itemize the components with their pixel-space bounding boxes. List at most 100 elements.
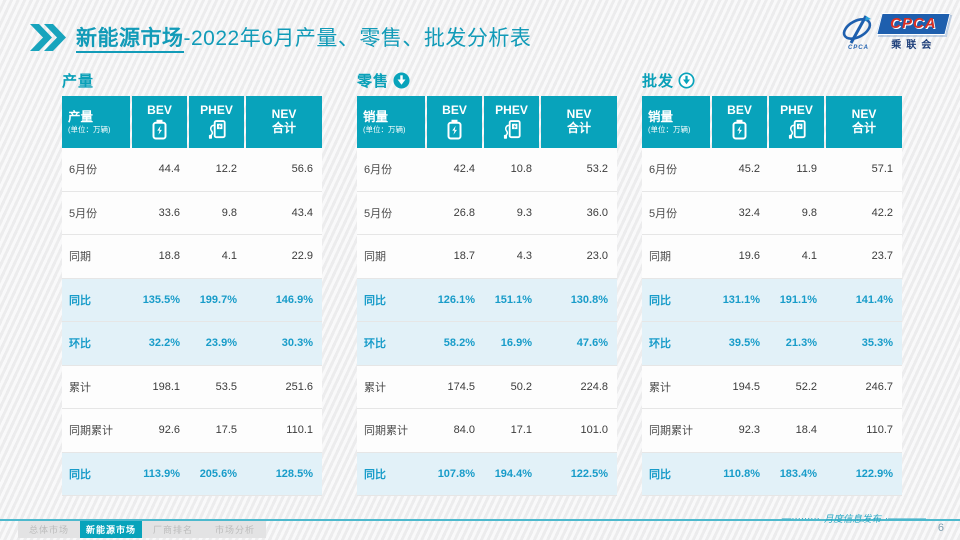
section-label: 批发 xyxy=(642,72,675,90)
page-number: 6 xyxy=(937,522,944,534)
table-row: 同期 18.8 4.1 22.9 xyxy=(62,235,322,279)
table-row: 6月份 44.4 12.2 56.6 xyxy=(62,148,322,192)
table-row: 同期累计 92.6 17.5 110.1 xyxy=(62,409,322,453)
cell-value: 39.5% xyxy=(728,337,760,350)
title-bar: 新能源市场-2022年6月产量、零售、批发分析表 xyxy=(30,22,531,53)
row-label: 累计 xyxy=(364,381,386,394)
row-label: 累计 xyxy=(69,381,91,394)
cell-value: 194.4% xyxy=(494,467,532,480)
cpca-text: CPCA xyxy=(890,15,938,32)
cell-value: 44.4 xyxy=(158,163,180,176)
cell-value: 199.7% xyxy=(199,293,237,306)
cell-value: 205.6% xyxy=(199,467,237,480)
table-row: 同期 19.6 4.1 23.7 xyxy=(642,235,902,279)
section-label: 零售 xyxy=(357,72,390,90)
cell-value: 23.7 xyxy=(871,250,893,263)
section-title-production: 产量 xyxy=(62,68,322,92)
table-header: 销量 (单位：万辆) BEV PHEV NEV 合计 xyxy=(642,96,902,148)
table-row: 累计 174.5 50.2 224.8 xyxy=(357,365,617,409)
cell-value: 53.2 xyxy=(586,163,608,176)
table-row: 环比 39.5% 21.3% 35.3% xyxy=(642,322,902,366)
cell-value: 4.1 xyxy=(801,250,817,263)
table-row: 环比 32.2% 23.9% 30.3% xyxy=(62,322,322,366)
release-deco-left: —········· xyxy=(781,512,820,524)
table-row: 同期累计 92.3 18.4 110.7 xyxy=(642,409,902,453)
cell-value: 107.8% xyxy=(437,467,475,480)
table-row: 5月份 26.8 9.3 36.0 xyxy=(357,191,617,235)
cell-value: 52.2 xyxy=(795,380,817,393)
cell-value: 43.4 xyxy=(291,206,313,219)
row-label: 6月份 xyxy=(69,164,98,177)
section-title-retail: 零售 xyxy=(357,68,617,92)
cell-value: 45.2 xyxy=(738,163,760,176)
cell-value: 174.5 xyxy=(447,380,475,393)
row-label: 5月份 xyxy=(364,207,393,220)
row-label: 同比 xyxy=(69,468,91,481)
nev-label: NEV xyxy=(271,107,297,122)
page-title: 新能源市场-2022年6月产量、零售、批发分析表 xyxy=(76,22,531,53)
unit-label: 产量 xyxy=(68,109,94,124)
cell-value: 33.6 xyxy=(158,206,180,219)
table-row: 环比 58.2% 16.9% 47.6% xyxy=(357,322,617,366)
wholesale-panel: CPCA 乘联会 批发 销量 (单位：万辆) BEV PHEV xyxy=(642,68,902,496)
row-label: 同期累计 xyxy=(649,425,693,438)
cell-value: 42.2 xyxy=(871,206,893,219)
bev-label: BEV xyxy=(442,102,467,117)
release-deco-right: ·———— xyxy=(884,512,926,524)
row-label: 环比 xyxy=(69,338,91,351)
cell-value: 9.8 xyxy=(221,206,237,219)
cpca-wordmark: CPCA 乘联会 xyxy=(876,13,951,51)
tab-market-analysis[interactable]: 市场分析 xyxy=(204,521,266,538)
cell-value: 141.4% xyxy=(855,293,893,306)
retail-panel: CPCA 乘联会 零售 销量 (单位：万辆) BEV PHEV xyxy=(357,68,617,496)
charger-icon xyxy=(788,120,806,140)
cell-value: 17.1 xyxy=(510,424,532,437)
row-label: 6月份 xyxy=(649,164,678,177)
cell-value: 251.6 xyxy=(285,380,313,393)
bottom-nav: 总体市场 新能源市场 厂商排名 市场分析 xyxy=(18,521,266,538)
row-label: 5月份 xyxy=(69,207,98,220)
cell-value: 194.5 xyxy=(732,380,760,393)
table-header: 产量 (单位：万辆) BEV PHEV NEV 合计 xyxy=(62,96,322,148)
cell-value: 110.7 xyxy=(866,424,893,437)
cell-value: 246.7 xyxy=(865,380,893,393)
cell-value: 4.3 xyxy=(516,250,532,263)
cell-value: 151.1% xyxy=(494,293,532,306)
cell-value: 135.5% xyxy=(142,293,180,306)
col-header-bev: BEV xyxy=(132,96,187,148)
cpca-bar: CPCA xyxy=(876,13,951,35)
col-header-bev: BEV xyxy=(427,96,482,148)
nev-label2: 合计 xyxy=(566,121,591,135)
nev-label: NEV xyxy=(851,107,877,122)
cell-value: 42.4 xyxy=(453,163,475,176)
cell-value: 21.3% xyxy=(785,337,817,350)
row-label: 环比 xyxy=(649,338,671,351)
cell-value: 16.9% xyxy=(500,337,532,350)
unit-header-cell: 销量 (单位：万辆) xyxy=(357,96,425,148)
cell-value: 23.0 xyxy=(586,250,608,263)
cell-value: 9.3 xyxy=(516,206,532,219)
release-note: —········· 月度信息发布 ·———— xyxy=(781,511,926,526)
row-label: 同比 xyxy=(69,294,91,307)
cell-value: 113.9% xyxy=(143,467,180,480)
tab-oem-ranking[interactable]: 厂商排名 xyxy=(142,521,204,538)
cell-value: 47.6% xyxy=(576,337,608,350)
cell-value: 18.8 xyxy=(158,250,180,263)
row-label: 同比 xyxy=(649,468,671,481)
unit-sub: (单位：万辆) xyxy=(363,124,406,134)
row-label: 同期 xyxy=(69,251,91,264)
cell-value: 130.8% xyxy=(570,293,608,306)
cell-value: 4.1 xyxy=(221,250,237,263)
table-row: 同比 110.8% 183.4% 122.9% xyxy=(642,452,902,496)
section-label: 产量 xyxy=(62,72,95,90)
tab-nev-market[interactable]: 新能源市场 xyxy=(80,521,142,538)
table-body: 6月份 42.4 10.8 53.2 5月份 26.8 9.3 36.0 同期 18.7 4.3 23… xyxy=(357,148,617,496)
table-row: 同比 131.1% 191.1% 141.4% xyxy=(642,278,902,322)
table-row: 累计 198.1 53.5 251.6 xyxy=(62,365,322,409)
col-header-nev: NEV 合计 xyxy=(541,96,617,148)
tab-overall-market[interactable]: 总体市场 xyxy=(18,521,80,538)
table-row: 6月份 42.4 10.8 53.2 xyxy=(357,148,617,192)
cell-value: 183.4% xyxy=(779,467,817,480)
col-header-bev: BEV xyxy=(712,96,767,148)
production-panel: CPCA 乘联会 产量 产量 (单位：万辆) BEV PHEV xyxy=(62,68,322,496)
